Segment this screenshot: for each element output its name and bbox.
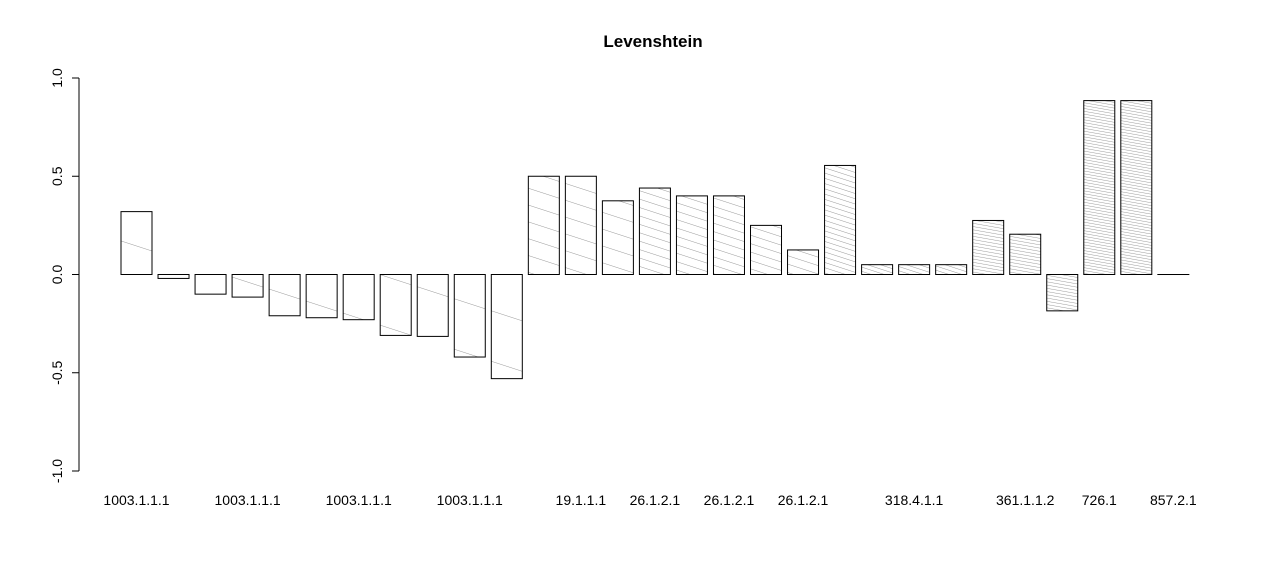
bars	[120, 100, 1190, 380]
bar-hatch	[1083, 100, 1115, 275]
x-tick-label: 19.1.1.1	[556, 492, 607, 508]
bar-hatch	[343, 274, 375, 320]
x-tick-label: 857.2.1	[1150, 492, 1197, 508]
x-tick-label: 26.1.2.1	[630, 492, 681, 508]
y-axis: -1.0 -0.5 0.0 0.5 1.0	[49, 68, 80, 483]
bar-hatch	[1009, 234, 1041, 275]
bar-hatch	[824, 165, 856, 275]
bar-hatch	[602, 200, 634, 275]
bar	[898, 264, 931, 275]
bar-hatch	[750, 225, 782, 275]
bar	[490, 274, 523, 380]
bar-hatch	[713, 195, 745, 275]
bar-hatch	[195, 274, 227, 295]
bar	[935, 264, 968, 275]
bar-hatch	[972, 220, 1004, 275]
bar-hatch	[935, 264, 967, 275]
x-tick-label: 1003.1.1.1	[103, 492, 169, 508]
bar-hatch	[1046, 274, 1078, 311]
bar	[972, 219, 1005, 275]
bar	[712, 195, 745, 275]
bar-hatch	[898, 264, 930, 275]
bar	[453, 274, 486, 358]
bar	[1046, 274, 1079, 312]
bar	[638, 187, 671, 275]
y-tick-label: 0.5	[49, 166, 65, 186]
bar	[1083, 100, 1116, 275]
bar-hatch	[787, 249, 819, 275]
y-tick-label: 0.0	[49, 265, 65, 285]
bar-hatch	[1120, 100, 1152, 275]
bar	[675, 195, 708, 275]
x-tick-label: 1003.1.1.1	[215, 492, 281, 508]
bar	[527, 175, 560, 275]
bar	[1009, 233, 1042, 275]
chart-title: Levenshtein	[603, 32, 702, 51]
bar	[379, 274, 412, 336]
bar	[231, 274, 264, 298]
bar	[787, 249, 820, 275]
bar	[564, 175, 597, 275]
bar-hatch	[454, 274, 486, 358]
bar	[120, 211, 153, 275]
bar	[601, 200, 634, 275]
bar	[416, 274, 449, 337]
x-labels: 1003.1.1.1 1003.1.1.1 1003.1.1.1 1003.1.1.1…	[103, 492, 1196, 508]
y-tick-label: -1.0	[49, 459, 65, 483]
bar-hatch	[639, 188, 671, 275]
x-tick-label: 1003.1.1.1	[437, 492, 503, 508]
bar-hatch	[676, 195, 708, 275]
x-tick-label: 1003.1.1.1	[326, 492, 392, 508]
x-tick-label: 26.1.2.1	[704, 492, 755, 508]
x-tick-label: 726.1	[1082, 492, 1117, 508]
bar-hatch	[306, 274, 338, 318]
bar	[194, 274, 227, 295]
y-tick-label: -0.5	[49, 360, 65, 384]
bar	[342, 274, 375, 321]
y-tick-label: 1.0	[49, 68, 65, 88]
x-tick-label: 318.4.1.1	[885, 492, 944, 508]
bar-hatch	[565, 176, 597, 275]
bar-hatch	[417, 274, 449, 337]
x-tick-label: 361.1.1.2	[996, 492, 1055, 508]
bar-hatch	[232, 274, 264, 298]
bar	[824, 164, 857, 276]
bar	[1120, 100, 1153, 275]
bar-hatch	[861, 264, 893, 275]
bar-hatch	[121, 211, 152, 275]
bar-hatch	[158, 274, 190, 279]
bar-hatch	[269, 274, 301, 316]
x-tick-label: 26.1.2.1	[778, 492, 829, 508]
bar	[157, 274, 190, 279]
bar	[268, 274, 301, 317]
bar	[861, 264, 894, 275]
bar-hatch	[528, 176, 560, 275]
bar-hatch	[380, 274, 412, 336]
bar	[305, 274, 338, 319]
bar-hatch	[491, 274, 523, 379]
bar	[750, 224, 783, 275]
